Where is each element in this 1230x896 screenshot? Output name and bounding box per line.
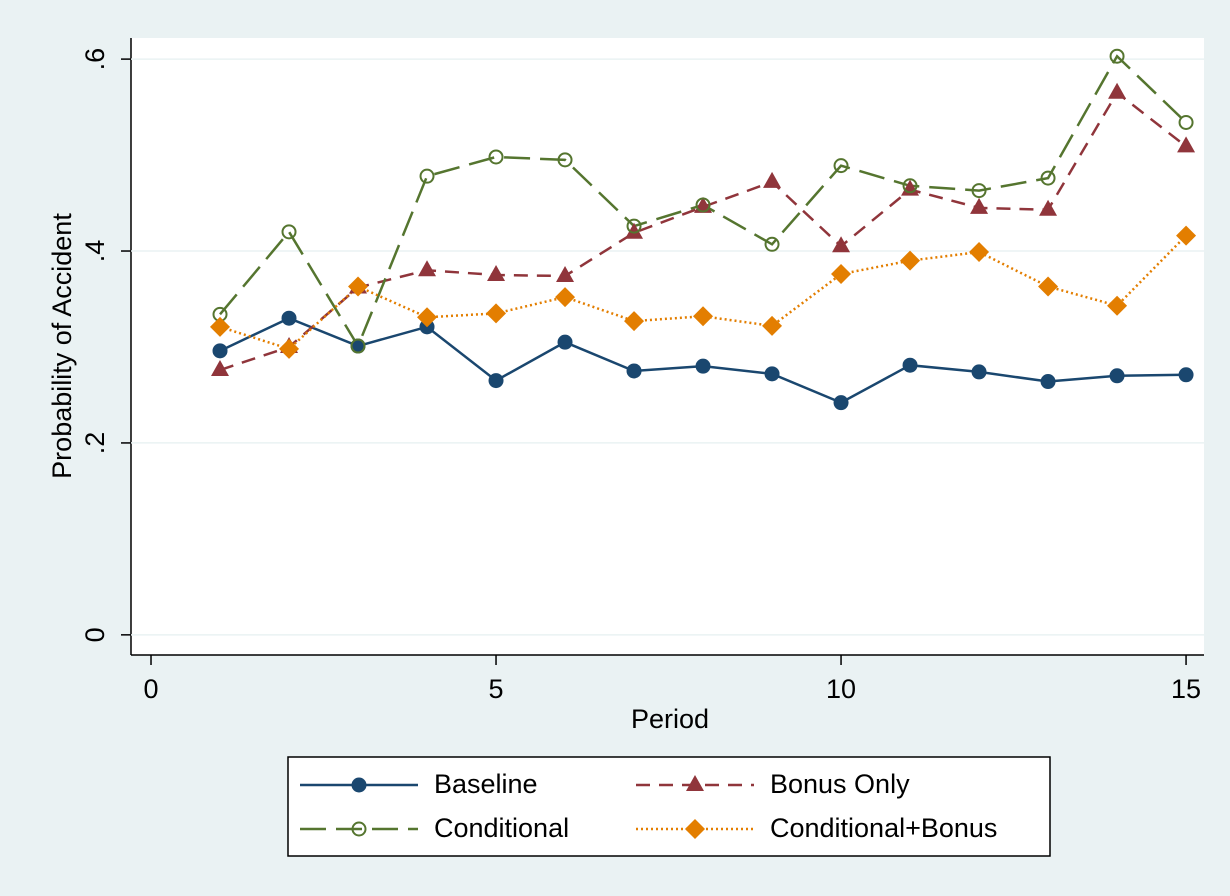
marker bbox=[833, 158, 849, 174]
marker bbox=[1178, 114, 1194, 130]
marker bbox=[762, 315, 783, 336]
marker bbox=[970, 197, 989, 214]
legend-label: Conditional bbox=[434, 813, 569, 843]
marker bbox=[419, 168, 435, 184]
y-tick-label: .2 bbox=[80, 432, 110, 455]
marker bbox=[832, 236, 851, 253]
legend-marker bbox=[685, 819, 705, 839]
plot-area bbox=[131, 38, 1204, 655]
marker bbox=[831, 264, 852, 285]
marker bbox=[488, 373, 504, 389]
marker bbox=[556, 265, 575, 282]
marker bbox=[902, 357, 918, 373]
legend-marker bbox=[351, 821, 367, 837]
marker bbox=[969, 241, 990, 262]
x-tick-label: 5 bbox=[489, 674, 504, 704]
marker bbox=[1177, 136, 1196, 153]
marker bbox=[763, 171, 782, 188]
legend-marker bbox=[686, 775, 704, 791]
marker bbox=[210, 316, 231, 337]
marker bbox=[626, 218, 642, 234]
marker bbox=[1109, 48, 1125, 64]
marker bbox=[212, 343, 228, 359]
marker bbox=[833, 395, 849, 411]
y-axis-label: Probability of Accident bbox=[47, 213, 77, 479]
marker bbox=[281, 310, 297, 326]
legend bbox=[287, 756, 1051, 857]
marker bbox=[900, 250, 921, 271]
marker bbox=[557, 334, 573, 350]
marker bbox=[350, 338, 366, 354]
marker bbox=[555, 287, 576, 308]
marker bbox=[1176, 225, 1197, 246]
legend-marker bbox=[351, 777, 367, 793]
marker bbox=[902, 178, 918, 194]
line bbox=[219, 90, 1187, 372]
marker bbox=[626, 363, 642, 379]
marker bbox=[418, 260, 437, 277]
marker bbox=[487, 265, 506, 282]
marker bbox=[348, 276, 369, 297]
marker bbox=[211, 360, 230, 377]
marker bbox=[1107, 295, 1128, 316]
y-tick-label: .4 bbox=[80, 240, 110, 263]
marker bbox=[1039, 199, 1058, 216]
x-tick-label: 0 bbox=[143, 674, 158, 704]
marker bbox=[279, 338, 300, 359]
line bbox=[219, 234, 1187, 351]
marker bbox=[1178, 367, 1194, 383]
legend-label: Conditional+Bonus bbox=[770, 813, 997, 843]
marker bbox=[557, 152, 573, 168]
marker bbox=[1040, 374, 1056, 390]
marker bbox=[417, 307, 438, 328]
marker bbox=[488, 149, 504, 165]
marker bbox=[971, 364, 987, 380]
marker bbox=[693, 306, 714, 327]
marker bbox=[1038, 276, 1059, 297]
marker bbox=[764, 366, 780, 382]
y-tick-label: .6 bbox=[80, 48, 110, 71]
marker bbox=[350, 338, 366, 354]
x-tick-label: 10 bbox=[826, 674, 856, 704]
marker bbox=[625, 222, 644, 239]
marker bbox=[1108, 82, 1127, 99]
legend-label: Bonus Only bbox=[770, 769, 910, 799]
marker bbox=[624, 311, 645, 332]
legend-label: Baseline bbox=[434, 769, 538, 799]
marker bbox=[764, 236, 780, 252]
marker bbox=[971, 183, 987, 199]
x-axis-label: Period bbox=[631, 704, 709, 734]
marker bbox=[695, 358, 711, 374]
marker bbox=[1040, 170, 1056, 186]
marker bbox=[695, 197, 711, 213]
marker bbox=[486, 303, 507, 324]
marker bbox=[281, 224, 297, 240]
x-tick-label: 15 bbox=[1171, 674, 1201, 704]
marker bbox=[1109, 368, 1125, 384]
y-tick-label: 0 bbox=[80, 627, 110, 642]
